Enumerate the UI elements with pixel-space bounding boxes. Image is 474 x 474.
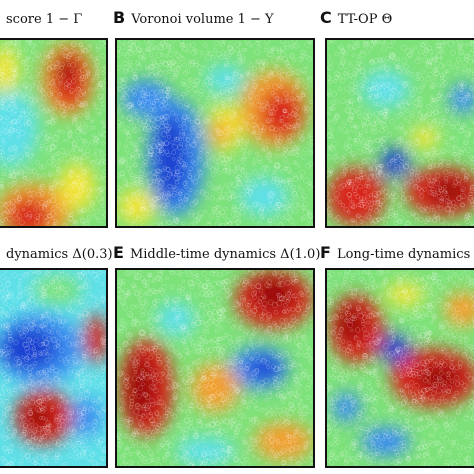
panel-c-field <box>327 40 474 226</box>
panel-a-title-text: score 1 − Γ <box>6 12 83 27</box>
panel-d-title: dynamics Δ(0.3) <box>0 245 113 263</box>
panel-c-title: C TT-OP Θ <box>320 10 392 28</box>
particle-texture <box>0 40 106 226</box>
particle-texture <box>117 40 313 226</box>
panel-b-letter: B <box>113 8 126 27</box>
panel-a-heatmap <box>0 38 108 228</box>
panel-f-field <box>327 270 474 466</box>
panel-d-title-text: dynamics Δ(0.3) <box>6 247 113 262</box>
panel-a-title: score 1 − Γ <box>0 10 82 28</box>
panel-c-heatmap <box>325 38 474 228</box>
panel-d-heatmap <box>0 268 108 468</box>
panel-f-title-text: Long-time dynamics Δ <box>336 247 474 262</box>
panel-e-title: E Middle-time dynamics Δ(1.0) <box>113 245 320 263</box>
panel-e-field <box>117 270 313 466</box>
particle-texture <box>327 40 474 226</box>
panel-f-heatmap <box>325 268 474 468</box>
panel-b-title: B Voronoi volume 1 − Υ <box>113 10 274 28</box>
panel-b-heatmap <box>115 38 315 228</box>
panel-c-letter: C <box>320 8 332 27</box>
particle-texture <box>327 270 474 466</box>
panel-a-field <box>0 40 106 226</box>
panel-e-heatmap <box>115 268 315 468</box>
panel-b-title-text: Voronoi volume 1 − Υ <box>131 12 274 27</box>
panel-e-letter: E <box>113 243 124 262</box>
panel-c-title-text: TT-OP Θ <box>337 12 393 27</box>
particle-texture <box>0 270 106 466</box>
panel-e-title-text: Middle-time dynamics Δ(1.0) <box>129 247 321 262</box>
particle-texture <box>117 270 313 466</box>
panel-f-title: F Long-time dynamics Δ <box>320 245 474 263</box>
panel-d-field <box>0 270 106 466</box>
panel-b-field <box>117 40 313 226</box>
panel-f-letter: F <box>320 243 331 262</box>
